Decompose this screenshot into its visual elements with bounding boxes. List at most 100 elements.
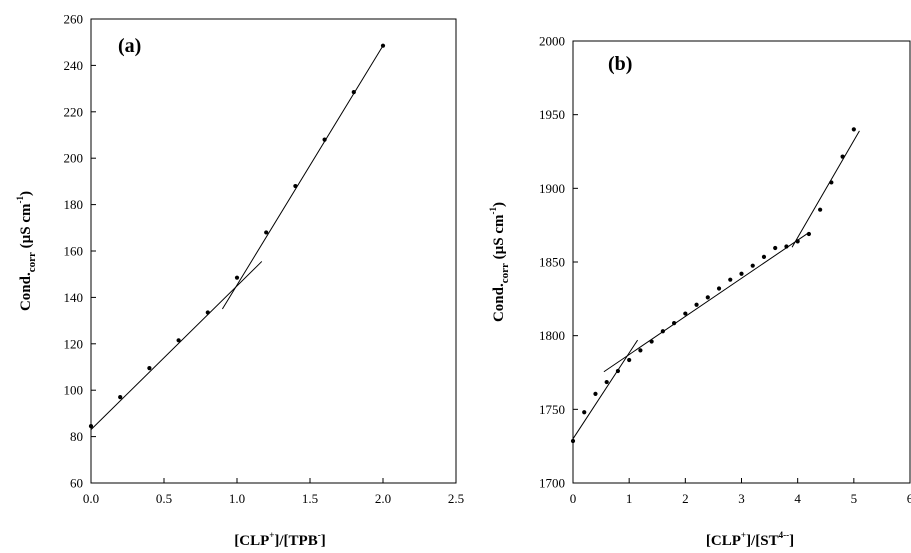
- x-axis-label-part: ]/[TPB: [274, 533, 317, 549]
- y-tick-label: 1700: [539, 476, 565, 491]
- data-point: [205, 310, 210, 315]
- y-axis-label-part: (µS cm: [18, 203, 34, 252]
- panel-a: 0.0 0.5 1.0 1.5 2.0 2.5 60 80 100 120 140 160 180 200…: [15, 12, 464, 550]
- fit-line: [90, 261, 263, 430]
- x-tick-label: 2.5: [448, 491, 464, 506]
- fit-line: [603, 232, 810, 373]
- y-tick-label: 60: [70, 476, 83, 491]
- y-tick-label: 240: [64, 58, 84, 73]
- y-tick-label: 260: [64, 12, 84, 27]
- x-tick-label: 0.5: [156, 491, 172, 506]
- data-point: [322, 137, 327, 142]
- data-point: [773, 245, 778, 251]
- data-point: [380, 43, 386, 48]
- panel-label: (b): [608, 53, 632, 75]
- y-axis-label: Cond.corr (µS cm-1): [15, 191, 38, 311]
- data-point: [683, 311, 688, 316]
- y-tick-label: 1750: [539, 402, 565, 417]
- x-tick-label: 4: [794, 491, 801, 506]
- y-tick-label: 1900: [539, 181, 565, 196]
- x-axis-label: [CLP+]/[TPB-]: [234, 530, 325, 549]
- x-axis-label-part: -: [318, 530, 321, 540]
- x-tick-label: 1: [626, 491, 633, 506]
- data-point: [351, 89, 356, 95]
- x-axis-label-part: [CLP: [706, 533, 741, 549]
- y-axis-label-part: ): [491, 202, 507, 207]
- x-tick-label: 2: [682, 491, 689, 506]
- y-axis-label-part: Cond.: [491, 283, 507, 322]
- data-point: [264, 230, 269, 235]
- x-axis-label-part: +: [741, 530, 746, 540]
- plot-frame: [572, 40, 911, 484]
- y-tick-label: 160: [64, 244, 84, 259]
- y-tick-label: 220: [64, 104, 84, 119]
- y-axis-label-part: -1: [15, 195, 25, 203]
- y-tick-label: 2000: [539, 34, 565, 49]
- plot-frame: [90, 18, 457, 484]
- data-point: [694, 302, 699, 307]
- x-tick-label: 2.0: [375, 491, 391, 506]
- x-axis-label: [CLP+]/[ST4--]: [706, 530, 794, 549]
- x-tick-label: 5: [851, 491, 858, 506]
- data-point: [627, 357, 632, 363]
- x-tick-label: 1.5: [302, 491, 318, 506]
- data-point: [705, 295, 710, 300]
- data-point: [829, 180, 834, 185]
- y-tick-label: 1800: [539, 328, 565, 343]
- y-tick-label: 180: [64, 197, 84, 212]
- data-point: [593, 391, 598, 396]
- data-point: [806, 231, 812, 237]
- data-point: [638, 348, 643, 353]
- y-tick-label: 100: [64, 383, 84, 398]
- data-point: [716, 286, 722, 291]
- x-tick-label: 0.0: [83, 491, 99, 506]
- data-point: [118, 395, 123, 400]
- y-axis-label-part: -1: [488, 206, 498, 214]
- data-point: [147, 366, 152, 371]
- y-axis-label-part: corr: [499, 263, 511, 283]
- y-axis-label: Cond.corr (µS cm-1): [488, 202, 511, 322]
- x-axis-label-part: ]/[ST: [746, 533, 779, 549]
- y-tick-label: 200: [64, 151, 84, 166]
- fit-line: [791, 130, 860, 248]
- y-tick-label: 80: [70, 429, 83, 444]
- y-axis-label-part: (µS cm: [491, 214, 507, 263]
- data-point: [615, 368, 621, 374]
- x-axis-label-part: +: [269, 530, 274, 540]
- y-tick-label: 120: [64, 336, 84, 351]
- data-point: [570, 438, 576, 444]
- data-point: [851, 127, 856, 132]
- fit-line: [221, 45, 384, 310]
- data-point: [293, 183, 298, 189]
- panel-b: 0 1 2 3 4 5 6 1700 1750 1800 1850 1900 1950 2000 (b) [C…: [488, 34, 911, 550]
- panel-label: (a): [118, 35, 141, 57]
- x-axis-label-part: ]: [789, 533, 794, 549]
- data-point: [176, 338, 181, 343]
- data-point: [818, 207, 823, 212]
- data-point: [750, 263, 755, 268]
- data-point: [728, 277, 733, 282]
- data-point: [234, 275, 240, 280]
- y-tick-label: 1950: [539, 107, 565, 122]
- data-point: [604, 379, 609, 385]
- data-point: [672, 321, 677, 326]
- y-tick-label: 140: [64, 290, 84, 305]
- y-axis-label-part: ): [18, 191, 34, 196]
- x-axis-label-part: ]: [321, 533, 326, 549]
- x-tick-label: 6: [907, 491, 911, 506]
- y-tick-label: 1850: [539, 255, 565, 270]
- x-tick-label: 3: [738, 491, 745, 506]
- data-point: [582, 410, 587, 415]
- data-point: [739, 271, 744, 276]
- x-axis-label-part: [CLP: [234, 533, 269, 549]
- y-axis-label-part: corr: [26, 252, 38, 272]
- data-point: [88, 424, 94, 429]
- data-point: [784, 244, 789, 249]
- data-point: [660, 329, 665, 334]
- x-tick-label: 1.0: [229, 491, 245, 506]
- x-tick-label: 0: [570, 491, 577, 506]
- data-point: [761, 254, 767, 259]
- data-point: [840, 154, 845, 159]
- data-point: [795, 239, 800, 244]
